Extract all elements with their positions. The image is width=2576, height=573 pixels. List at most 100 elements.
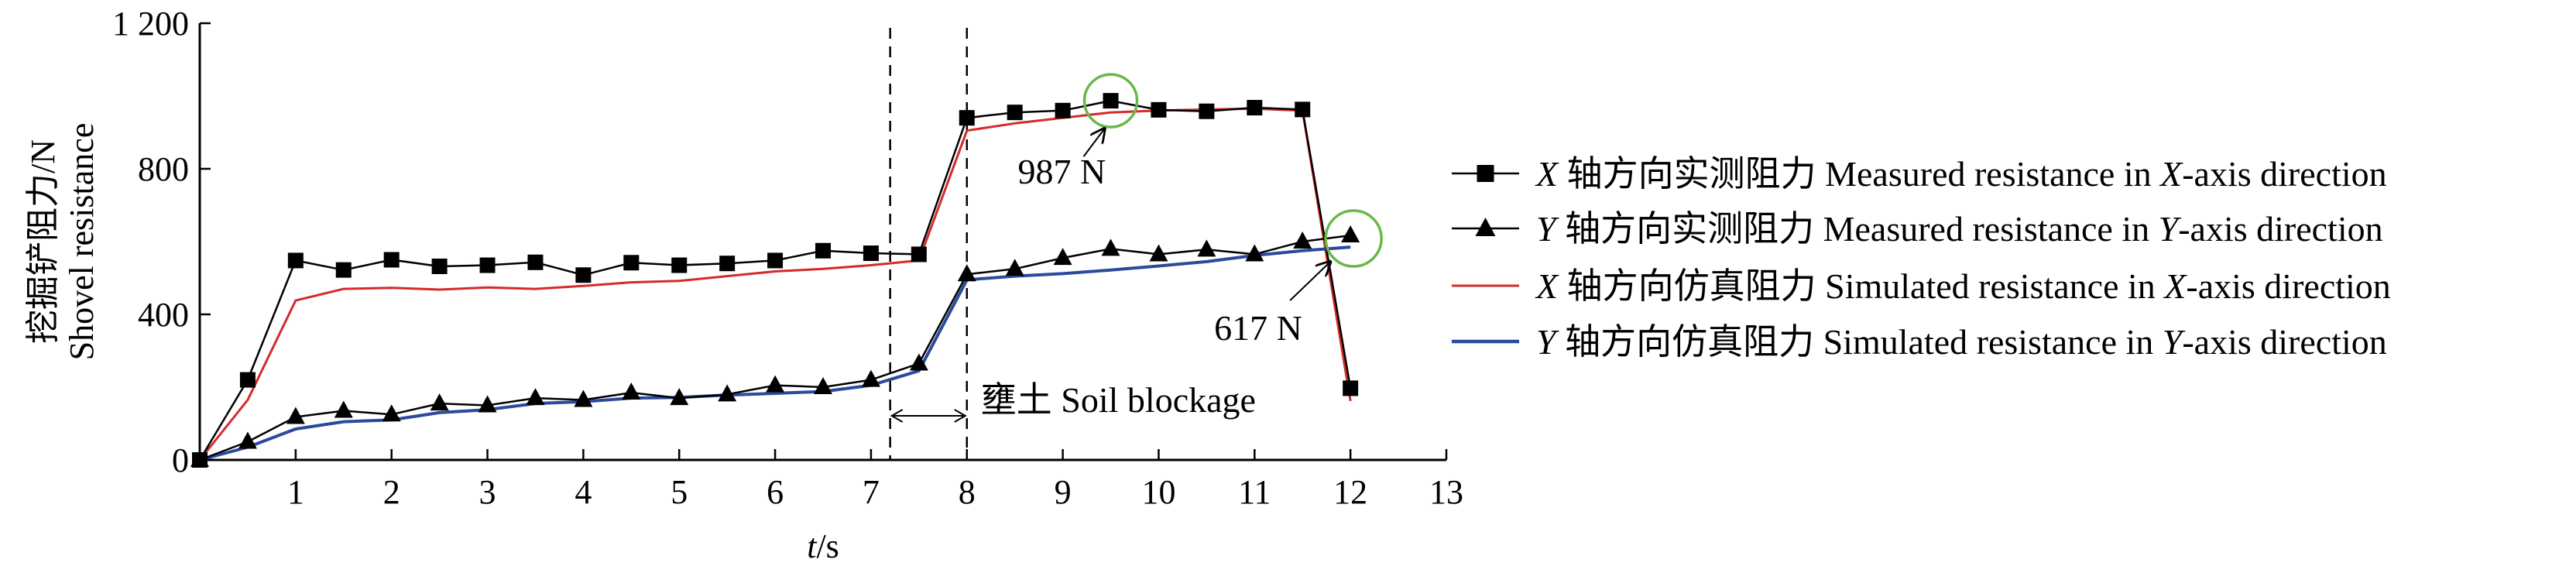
series-1-point (1293, 232, 1312, 249)
legend-marker-triangle (1475, 218, 1496, 236)
x-tick-label: 11 (1238, 473, 1271, 511)
legend: X 轴方向实测阻力 Measured resistance in X-axis … (1452, 154, 2391, 362)
x-axis-label-var: t (807, 527, 818, 565)
legend-marker-square (1477, 165, 1494, 182)
blockage-arrow-left-head (890, 409, 904, 423)
legend-label-2: X 轴方向仿真阻力 Simulated resistance in X-axis… (1535, 266, 2391, 306)
x-tick-label: 13 (1429, 473, 1463, 511)
series-1-point (1245, 244, 1264, 262)
series-layer (190, 93, 1360, 468)
series-1-point (526, 388, 545, 406)
series-0-point (671, 257, 688, 273)
series-1-point (334, 400, 353, 418)
x-tick-label: 4 (575, 473, 592, 511)
series-1-point (957, 264, 976, 282)
legend-spacer (1816, 154, 1826, 194)
legend-legend-zh: 轴方向仿真阻力 (1558, 266, 1816, 306)
peak-y-arrow (1289, 262, 1330, 301)
series-1-point (1197, 239, 1216, 257)
series-0-point (1343, 380, 1359, 396)
series-1-point (382, 404, 401, 422)
legend-spacer (1814, 322, 1823, 362)
legend-legend-en-post: -axis direction (2178, 209, 2382, 249)
legend-legend-en-post: -axis direction (2182, 322, 2386, 362)
x-tick-label: 5 (671, 473, 688, 511)
series-0-point (287, 252, 304, 269)
series-0-point (1199, 103, 1215, 119)
legend-legend-en-pre: Measured resistance in (1825, 154, 2160, 194)
series-0-point (815, 242, 831, 259)
series-0-point (1007, 105, 1023, 121)
legend-label-0: X 轴方向实测阻力 Measured resistance in X-axis … (1535, 154, 2387, 194)
x-tick-label: 12 (1333, 473, 1367, 511)
series-1-point (286, 407, 305, 424)
x-tick-label: 9 (1055, 473, 1072, 511)
blockage-double-arrow (890, 409, 967, 423)
series-1-point (1005, 259, 1024, 276)
x-tick-label: 8 (959, 473, 976, 511)
x-ticks: 1 2 3 4 5 6 7 8 9 10 11 12 13 (287, 449, 1463, 511)
series-line-1 (199, 234, 1351, 461)
legend-legend-en-pre: Simulated resistance in (1823, 322, 2163, 362)
series-0-point (959, 110, 975, 126)
series-1-point (622, 383, 641, 400)
series-0-point (1151, 101, 1167, 118)
legend-spacer (1814, 209, 1823, 249)
series-0-point (863, 245, 879, 262)
y-tick-label: 400 (138, 296, 189, 334)
x-axis-label-unit: /s (816, 527, 839, 565)
series-1-point (1341, 225, 1360, 243)
legend-legend-en-var: Y (2163, 322, 2186, 362)
legend-legend-zh: 轴方向仿真阻力 (1556, 322, 1815, 362)
legend-label-1: Y 轴方向实测阻力 Measured resistance in Y-axis … (1536, 209, 2383, 249)
legend-legend-en-pre: Simulated resistance in (1825, 266, 2164, 306)
series-1-point (861, 369, 880, 387)
peak-x-arrow (1082, 129, 1105, 157)
legend-legend-en-post: -axis direction (2186, 266, 2390, 306)
series-0-point (575, 267, 592, 283)
legend-label-3: Y 轴方向仿真阻力 Simulated resistance in Y-axis… (1536, 322, 2387, 362)
series-1-point (718, 384, 737, 402)
legend-legend-var: Y (1536, 209, 1559, 249)
series-0-point (911, 246, 927, 262)
peak-y-label: 617 N (1214, 308, 1302, 348)
peak-x-highlight-circle (1082, 73, 1139, 129)
y-tick-label: 800 (138, 150, 189, 188)
series-1-point (574, 389, 593, 407)
legend-legend-var: X (1535, 154, 1559, 194)
blockage-label: 壅土 Soil blockage (981, 380, 1256, 420)
series-1-point (766, 375, 785, 393)
series-1-point (1149, 244, 1168, 262)
x-tick-label: 10 (1141, 473, 1175, 511)
x-tick-label: 3 (479, 473, 496, 511)
y-axis-label-zh: 挖掘铲阻力/N (24, 139, 62, 344)
series-1-point (670, 388, 689, 406)
series-1-point (190, 450, 209, 467)
y-axis-label-en: Shovel resistance (63, 123, 101, 361)
series-1-point (238, 431, 257, 449)
legend-legend-en-var: X (2163, 266, 2187, 306)
x-tick-label: 1 (287, 473, 304, 511)
peak-y-highlight-circle (1324, 209, 1383, 268)
x-tick-label: 6 (767, 473, 784, 511)
peak-x-label: 987 N (1018, 152, 1106, 191)
series-0-point (767, 252, 784, 269)
x-tick-label: 2 (383, 473, 400, 511)
series-1-point (1101, 238, 1120, 256)
series-0-point (1055, 102, 1071, 118)
series-1-point (909, 353, 928, 371)
legend-legend-var: X (1535, 266, 1559, 306)
y-tick-label: 1 200 (112, 5, 189, 43)
legend-legend-zh: 轴方向实测阻力 (1556, 209, 1815, 249)
series-0-point (479, 257, 496, 273)
x-axis-label: t/s (807, 527, 839, 565)
legend-spacer (1816, 266, 1826, 306)
series-0-point (719, 256, 736, 272)
legend-legend-var: Y (1536, 322, 1559, 362)
series-0-point (1247, 100, 1263, 116)
series-0-point (383, 252, 400, 268)
y-axis-label: 挖掘铲阻力/N Shovel resistance (24, 123, 101, 361)
legend-legend-en-post: -axis direction (2182, 154, 2386, 194)
series-1-point (814, 377, 832, 394)
